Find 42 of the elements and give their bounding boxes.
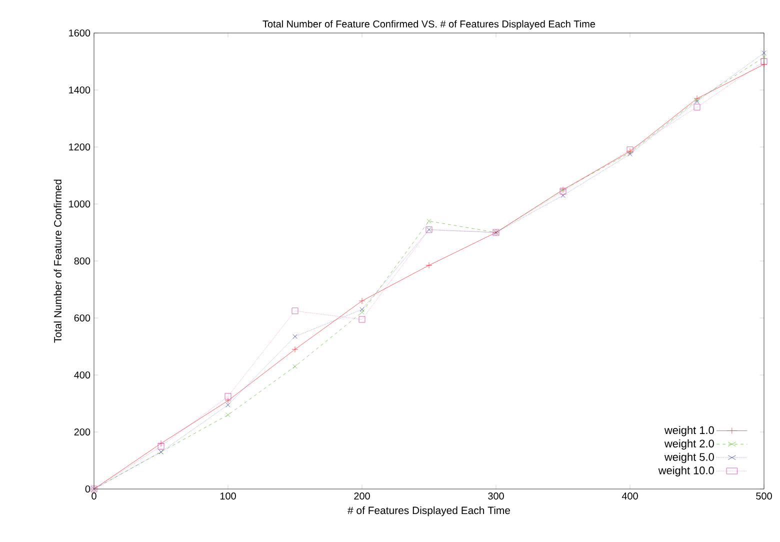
y-axis-title: Total Number of Feature Confirmed <box>54 180 62 343</box>
y-tick-label: 800 <box>74 257 90 265</box>
legend-label: weight 10.0 <box>658 466 714 476</box>
point <box>360 307 364 312</box>
legend-label: weight 5.0 <box>664 452 714 464</box>
point <box>358 298 366 304</box>
y-tick-label: 1200 <box>69 143 90 151</box>
point <box>762 54 766 60</box>
y-tick-label: 1600 <box>69 29 90 37</box>
legend-label: weight 2.0 <box>664 439 714 450</box>
point <box>158 443 164 450</box>
y-tick-label: 200 <box>74 428 90 436</box>
point <box>292 364 298 369</box>
point <box>224 393 232 400</box>
x-tick-label: 300 <box>488 492 504 500</box>
y-tick-label: 0 <box>85 485 90 493</box>
point <box>762 50 766 56</box>
y-tick-label: 400 <box>74 371 90 379</box>
point <box>426 218 432 224</box>
legend-label: weight 1.0 <box>664 426 714 436</box>
x-tick-label: 400 <box>622 492 638 500</box>
point <box>358 316 366 323</box>
point <box>224 397 232 404</box>
point <box>760 58 768 65</box>
point <box>360 310 364 315</box>
point <box>292 346 298 353</box>
point <box>226 402 230 408</box>
y-tick-label: 600 <box>74 314 90 322</box>
point <box>560 193 566 198</box>
point <box>694 104 700 110</box>
point <box>292 308 298 314</box>
chart-title: Total Number of Feature Confirmed VS. # of Features Displayed Each Time <box>262 20 596 30</box>
x-axis-title: # of Features Displayed Each Time <box>348 506 510 516</box>
x-tick-label: 100 <box>220 492 236 500</box>
x-tick-label: 0 <box>92 492 96 500</box>
x-tick-label: 500 <box>756 492 772 500</box>
x-tick-label: 200 <box>354 492 370 500</box>
point <box>226 412 230 418</box>
point <box>426 262 432 268</box>
point <box>292 334 298 339</box>
y-tick-label: 1000 <box>69 200 90 208</box>
y-tick-label: 1400 <box>69 86 90 94</box>
